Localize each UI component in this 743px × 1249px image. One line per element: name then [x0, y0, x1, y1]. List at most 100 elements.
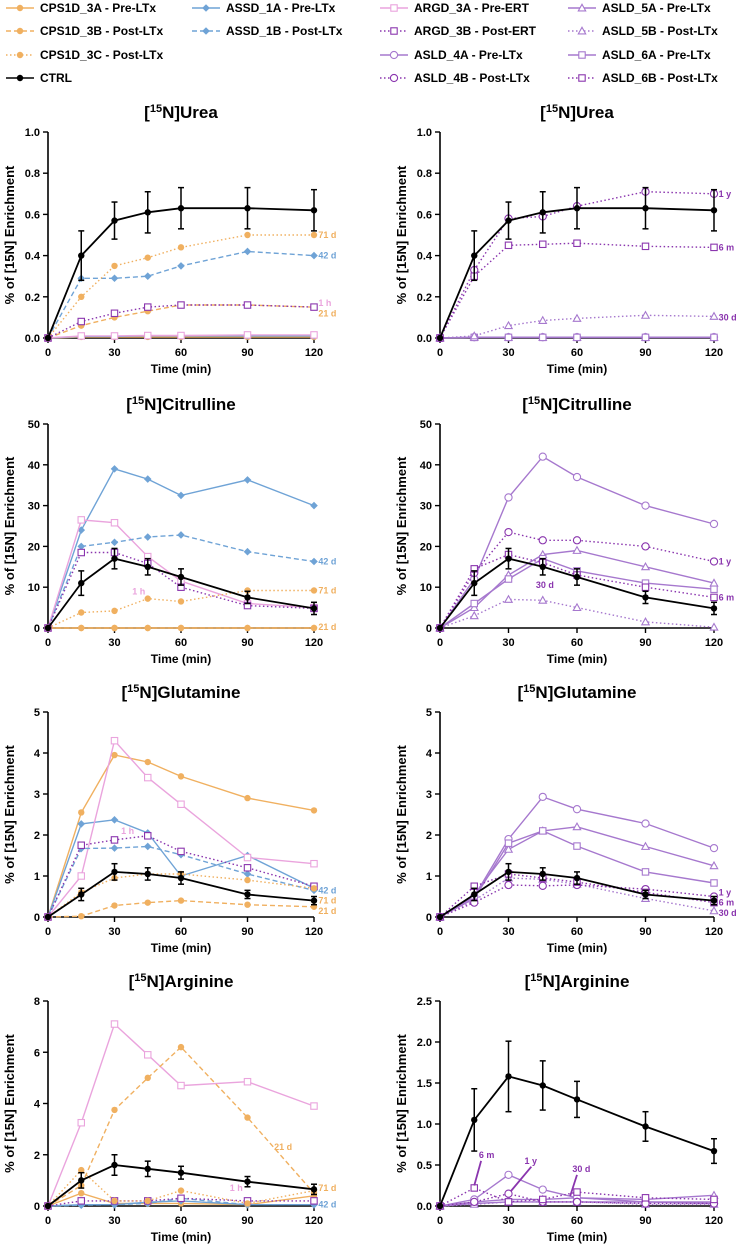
x-tick-label: 90	[639, 347, 651, 359]
data-point	[709, 311, 719, 320]
data-point	[78, 1166, 85, 1174]
title-superscript: 15	[134, 972, 146, 984]
y-axis-label: % of [15N] Enrichment	[2, 744, 17, 883]
data-point	[572, 805, 582, 814]
data-point	[177, 1187, 185, 1194]
data-point	[471, 252, 478, 259]
data-point	[436, 334, 444, 342]
series-line	[47, 589, 314, 629]
data-point	[572, 472, 582, 482]
x-axis-label: Time (min)	[547, 362, 607, 376]
x-tick-label: 0	[437, 347, 443, 359]
series-asld-4b	[435, 880, 719, 922]
y-tick-label: 30	[420, 501, 432, 513]
y-axis-label: % of [15N] Enrichment	[2, 456, 17, 595]
data-point	[110, 309, 119, 318]
legend-item-cps1d-3c: CPS1D_3C - Post-LTx	[6, 48, 163, 62]
data-point	[471, 579, 478, 587]
panel-citrulline-right: [15N]Citrulline 0 10 20 30 40 50 0 30 60 90 120 Time…	[394, 395, 734, 666]
series-ctrl	[44, 186, 318, 342]
x-tick-label: 0	[437, 637, 443, 649]
series-argd-3a	[44, 736, 318, 921]
data-point	[77, 542, 86, 551]
data-point	[111, 751, 118, 759]
legend-marker-square	[390, 27, 398, 35]
panel-urea-right: [15N]Urea 0.0 0.2 0.4 0.6 0.8 1.0 0 30 60 90 120 Tim…	[394, 103, 737, 376]
data-point	[78, 579, 85, 587]
title-name: Citrulline	[162, 395, 236, 414]
title-prefix: [	[129, 972, 135, 991]
data-point	[709, 906, 719, 915]
data-point	[177, 598, 185, 605]
panel-glutamine-right: [15N]Glutamine 0 1 2 3 4 5 0 30 60 90 120 Time (min)…	[394, 683, 737, 955]
x-tick-label: 30	[502, 347, 514, 359]
title-name: Citrulline	[558, 395, 632, 414]
data-point	[505, 1073, 512, 1080]
y-tick-label: 0	[34, 1201, 40, 1213]
data-point	[504, 1189, 513, 1198]
annotation-label: 30 d	[536, 580, 554, 590]
x-tick-label: 120	[705, 637, 723, 649]
title-suffix: N]	[535, 683, 553, 702]
annotation-pointer	[510, 1166, 533, 1192]
x-tick-label: 120	[305, 347, 323, 359]
data-point	[641, 333, 650, 342]
x-tick-label: 90	[639, 1215, 651, 1227]
data-point	[244, 891, 251, 898]
panel-title: [15N]Glutamine	[518, 683, 637, 702]
data-point	[110, 844, 119, 852]
x-tick-label: 90	[639, 926, 651, 938]
y-tick-label: 0.4	[25, 251, 41, 263]
series-cps1d-3c	[44, 587, 318, 632]
data-point	[177, 1194, 185, 1203]
legend-item-argd-3b: ARGD_3B - Post-ERT	[380, 24, 537, 38]
annotation-label: 71 d	[318, 1183, 336, 1193]
data-point	[177, 531, 185, 539]
data-point	[110, 332, 119, 340]
y-tick-label: 10	[28, 582, 40, 594]
y-tick-label: 0.4	[417, 251, 433, 263]
panel-title: [15N]Urea	[144, 103, 218, 122]
y-tick-label: 1.0	[417, 127, 432, 139]
data-point	[710, 585, 718, 593]
title-suffix: N]	[139, 683, 157, 702]
title-name: Glutamine	[157, 683, 240, 702]
data-point	[144, 1197, 151, 1205]
data-point	[539, 563, 546, 570]
data-point	[78, 1189, 85, 1197]
panel-arginine-left: [15N]Arginine 0 2 4 6 8 0 30 60 90 120 Time (min) % …	[2, 972, 336, 1244]
title-prefix: [	[525, 972, 531, 991]
data-point	[78, 624, 85, 632]
annotation-label: 42 d	[318, 1200, 336, 1210]
annotation-label: 6 m	[719, 898, 735, 908]
data-point	[244, 1114, 251, 1121]
x-axis-label: Time (min)	[151, 1230, 211, 1244]
data-point	[310, 1186, 318, 1193]
data-point	[177, 205, 185, 212]
title-suffix: N]	[543, 972, 561, 991]
x-tick-label: 60	[571, 926, 583, 938]
x-tick-label: 90	[241, 347, 253, 359]
series-ctrl	[44, 862, 318, 921]
series-ctrl	[436, 1040, 718, 1210]
data-point	[572, 602, 582, 612]
data-point	[144, 899, 151, 906]
data-point	[78, 252, 85, 259]
series-asld-5a	[435, 545, 719, 632]
x-tick-label: 120	[705, 1215, 723, 1227]
data-point	[243, 870, 252, 878]
data-point	[77, 516, 86, 524]
y-tick-label: 0.5	[417, 1160, 432, 1172]
legend-label: ASLD_6A - Pre-LTx	[602, 48, 711, 62]
annotation-label: 6 m	[719, 592, 735, 602]
annotation-label: 30 d	[719, 312, 737, 322]
data-point	[44, 1202, 52, 1210]
x-tick-label: 90	[241, 926, 253, 938]
data-point	[310, 807, 318, 814]
data-point	[310, 1197, 318, 1205]
data-point	[503, 844, 514, 853]
legend-item-asld-5a: ASLD_5A - Pre-LTx	[568, 1, 711, 15]
data-point	[470, 599, 478, 608]
x-tick-label: 0	[45, 926, 51, 938]
